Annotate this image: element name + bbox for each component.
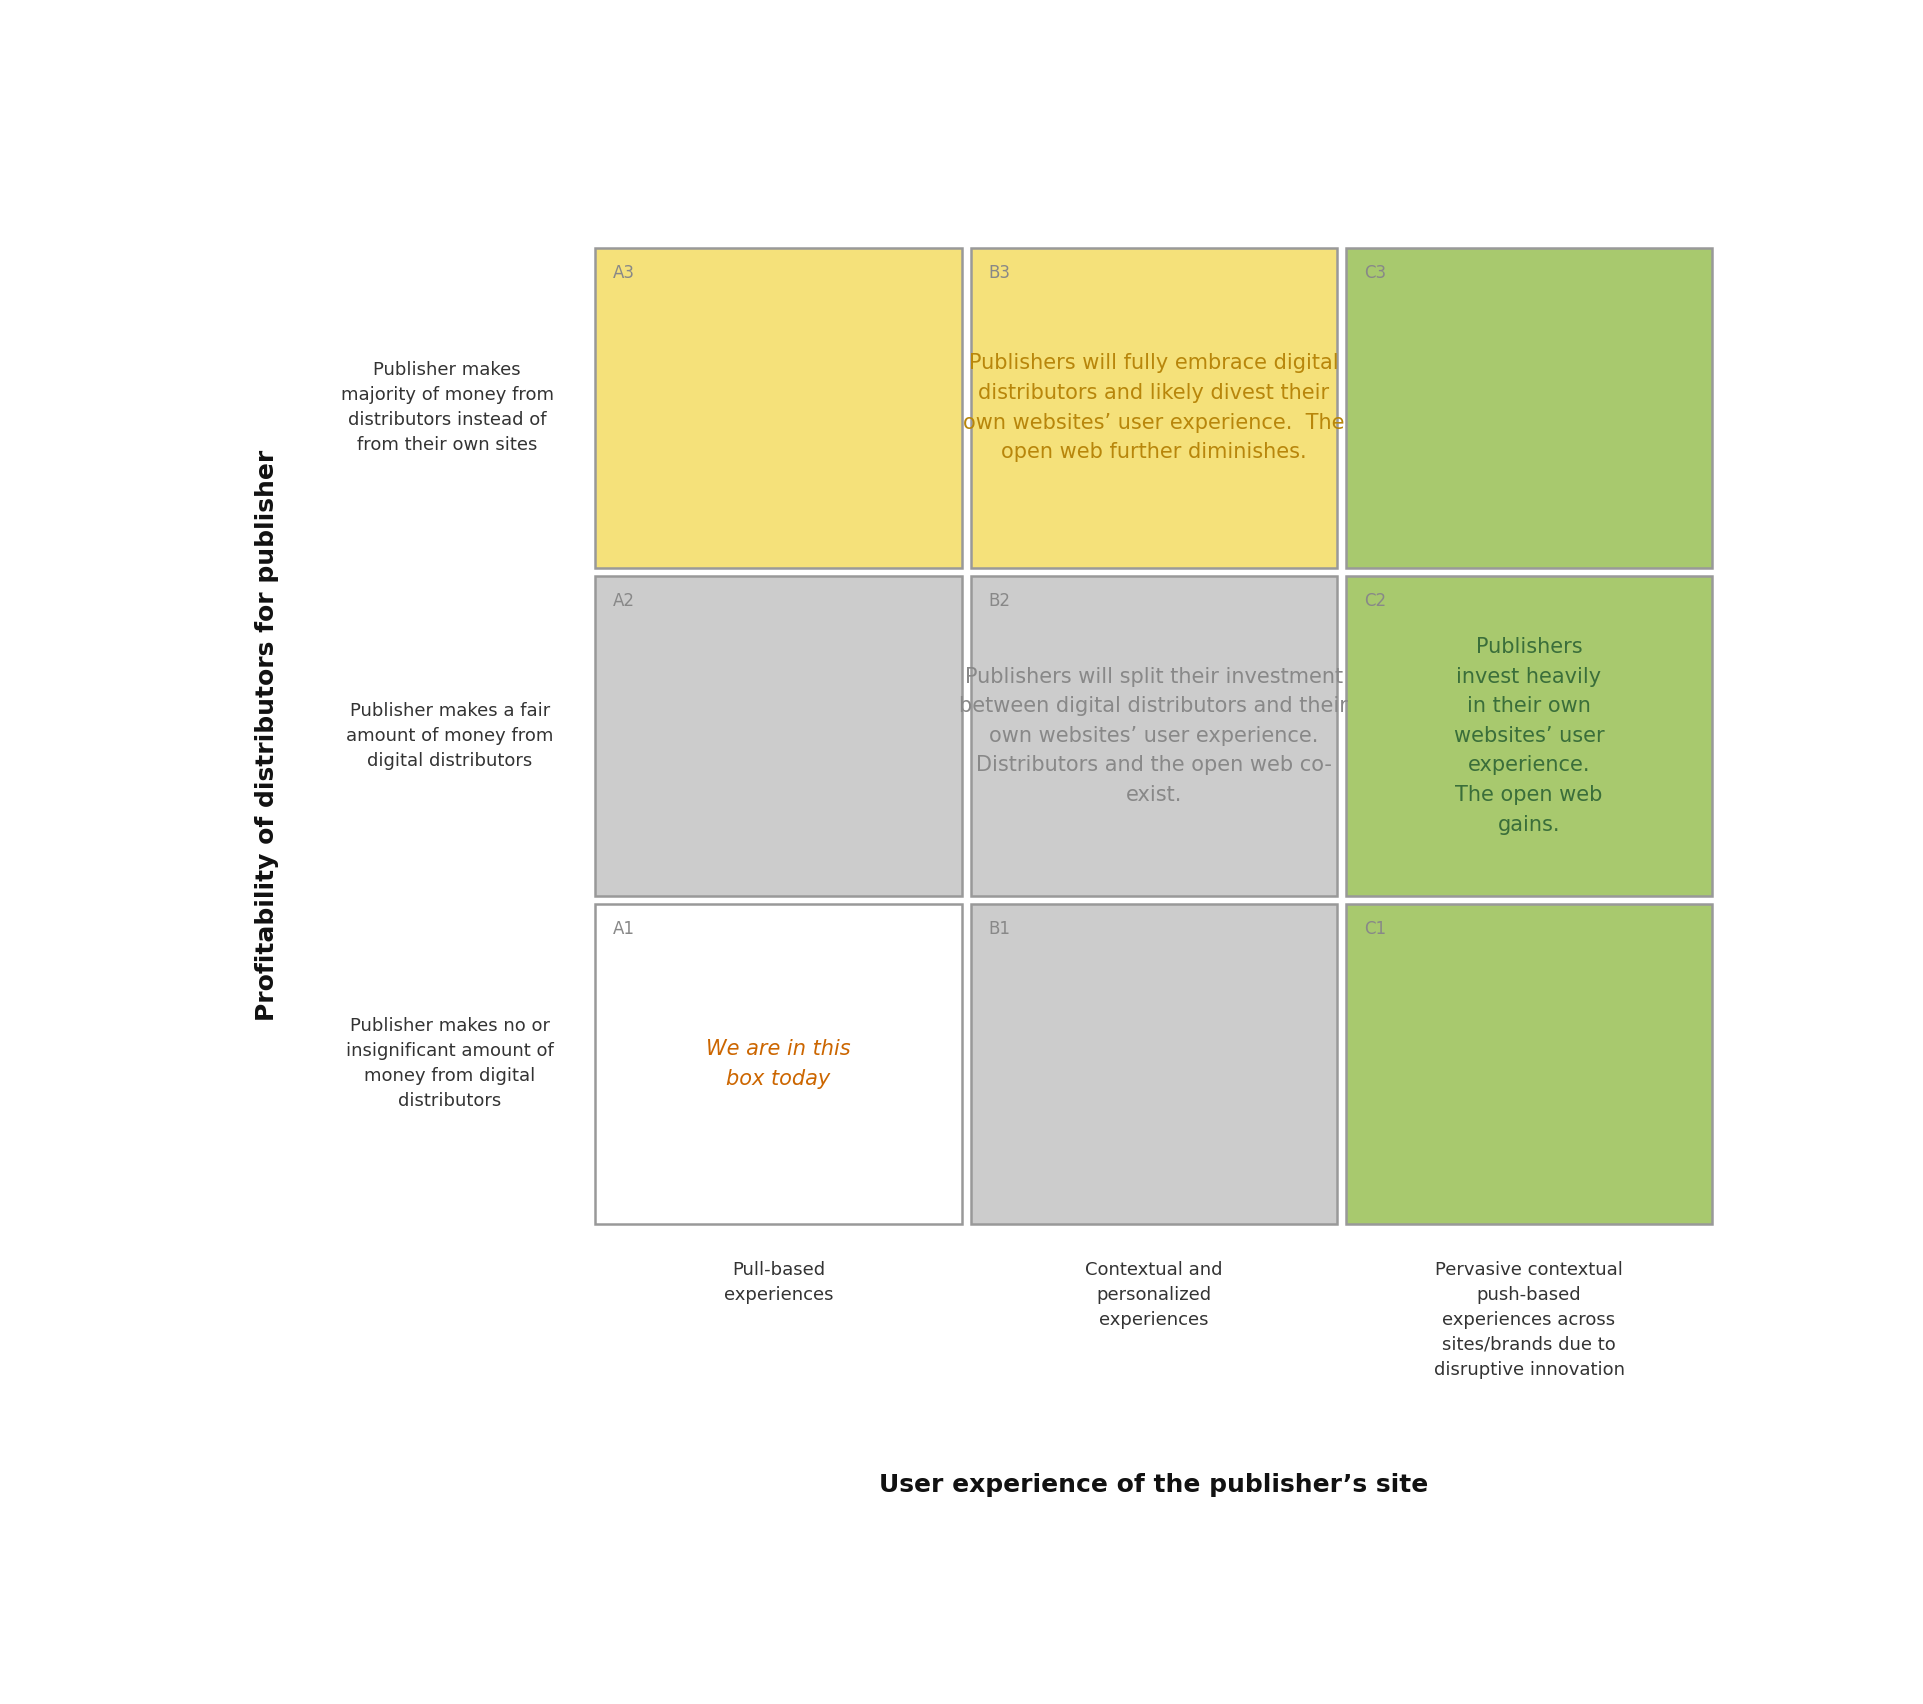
Text: Profitability of distributors for publisher: Profitability of distributors for publis… [256, 450, 279, 1021]
Text: B3: B3 [988, 264, 1010, 281]
Text: Publishers will fully embrace digital
distributors and likely divest their
own w: Publishers will fully embrace digital di… [963, 353, 1344, 462]
Bar [969, 903, 1336, 1223]
Bar [594, 903, 962, 1223]
Text: Contextual and
personalized
experiences: Contextual and personalized experiences [1085, 1261, 1221, 1329]
Text: B1: B1 [988, 920, 1010, 937]
Bar [594, 247, 962, 567]
Text: Publisher makes
majority of money from
distributors instead of
from their own si: Publisher makes majority of money from d… [340, 361, 554, 455]
Text: Publishers
invest heavily
in their own
websites’ user
experience.
The open web
g: Publishers invest heavily in their own w… [1454, 637, 1604, 835]
Bar [969, 576, 1336, 896]
Bar [594, 576, 962, 896]
Bar [1346, 576, 1711, 896]
Text: C1: C1 [1363, 920, 1385, 937]
Bar [1346, 903, 1711, 1223]
Text: Publisher makes a fair
amount of money from
digital distributors: Publisher makes a fair amount of money f… [346, 702, 554, 770]
Text: Pervasive contextual
push-based
experiences across
sites/brands due to
disruptiv: Pervasive contextual push-based experien… [1433, 1261, 1623, 1379]
Text: A1: A1 [613, 920, 635, 937]
Text: C3: C3 [1363, 264, 1385, 281]
Text: We are in this
box today: We are in this box today [706, 1039, 850, 1089]
Text: B2: B2 [988, 591, 1010, 610]
Text: User experience of the publisher’s site: User experience of the publisher’s site [879, 1472, 1427, 1496]
Text: C2: C2 [1363, 591, 1385, 610]
Text: A2: A2 [613, 591, 635, 610]
Bar [969, 247, 1336, 567]
Text: Pull-based
experiences: Pull-based experiences [723, 1261, 833, 1304]
Text: Publisher makes no or
insignificant amount of
money from digital
distributors: Publisher makes no or insignificant amou… [346, 1017, 554, 1111]
Text: Publishers will split their investment
between digital distributors and their
ow: Publishers will split their investment b… [960, 666, 1348, 804]
Bar [1346, 247, 1711, 567]
Text: A3: A3 [613, 264, 635, 281]
